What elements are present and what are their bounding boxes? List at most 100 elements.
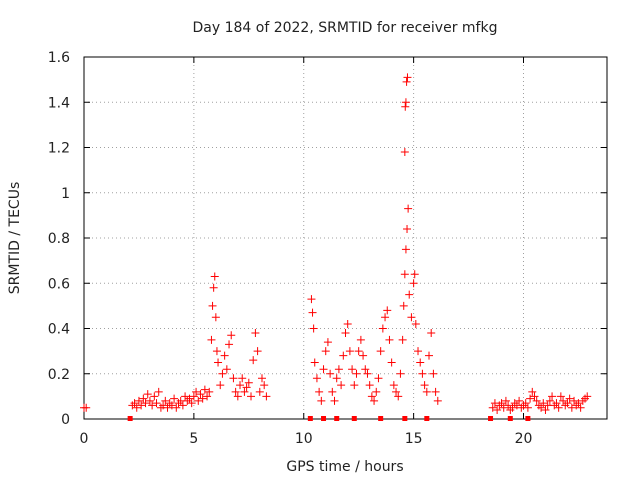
- data-point: [231, 387, 240, 396]
- data-point: [534, 401, 543, 410]
- data-point: [167, 401, 176, 410]
- data-point: [350, 381, 359, 390]
- data-point: [348, 365, 357, 374]
- data-point: [495, 401, 504, 410]
- data-point: [401, 98, 410, 107]
- data-point: [249, 356, 258, 365]
- data-point: [339, 351, 348, 360]
- data-point: [323, 338, 332, 347]
- gap-marker: [525, 416, 531, 421]
- x-tick-label: 0: [80, 431, 89, 447]
- data-point: [352, 369, 361, 378]
- data-point: [583, 392, 592, 401]
- data-point: [310, 358, 319, 367]
- data-point: [532, 396, 541, 405]
- data-point: [141, 399, 150, 408]
- data-point: [504, 401, 513, 410]
- data-point: [330, 396, 339, 405]
- data-point: [398, 335, 407, 344]
- data-point: [383, 306, 392, 315]
- data-point: [552, 399, 561, 408]
- data-point: [515, 396, 524, 405]
- data-point: [128, 401, 137, 410]
- data-point: [396, 369, 405, 378]
- data-point: [409, 279, 418, 288]
- data-point: [425, 351, 434, 360]
- data-point: [229, 374, 238, 383]
- gap-marker: [378, 416, 384, 421]
- data-point: [328, 387, 337, 396]
- gap-marker: [127, 416, 133, 421]
- data-point: [198, 394, 207, 403]
- data-point: [148, 401, 157, 410]
- data-point: [367, 392, 376, 401]
- data-point: [227, 331, 236, 340]
- x-tick-label: 15: [405, 431, 423, 447]
- data-point: [570, 396, 579, 405]
- data-point: [262, 392, 271, 401]
- data-point: [257, 374, 266, 383]
- data-point: [361, 365, 370, 374]
- data-point: [414, 347, 423, 356]
- data-point: [387, 358, 396, 367]
- data-point: [370, 396, 379, 405]
- data-point: [526, 394, 535, 403]
- data-point: [528, 387, 537, 396]
- data-point: [410, 270, 419, 279]
- data-point: [312, 374, 321, 383]
- gap-marker: [307, 416, 313, 421]
- data-point: [354, 347, 363, 356]
- data-point: [403, 73, 412, 82]
- data-point: [233, 392, 242, 401]
- data-point: [225, 340, 234, 349]
- data-point: [210, 272, 219, 281]
- gap-marker: [351, 416, 357, 421]
- data-point: [238, 374, 247, 383]
- data-point: [378, 324, 387, 333]
- data-point: [337, 381, 346, 390]
- x-tick-labels: 0 5 10 15 20: [80, 431, 533, 447]
- data-point: [165, 399, 174, 408]
- data-point: [345, 347, 354, 356]
- data-point: [497, 399, 506, 408]
- data-point: [541, 405, 550, 414]
- y-tick-label: 0.2: [48, 367, 70, 383]
- data-point: [181, 392, 190, 401]
- data-point: [537, 403, 546, 412]
- data-point: [576, 403, 585, 412]
- y-tick-label: 1.2: [48, 141, 70, 157]
- data-point: [139, 394, 148, 403]
- data-point: [359, 351, 368, 360]
- y-tick-label: 0.4: [48, 322, 70, 338]
- data-point: [251, 329, 260, 338]
- data-point: [501, 396, 510, 405]
- data-point: [530, 392, 539, 401]
- data-point: [365, 381, 374, 390]
- data-point: [214, 358, 223, 367]
- data-point: [307, 295, 316, 304]
- data-point: [216, 381, 225, 390]
- data-point: [554, 403, 563, 412]
- data-point: [172, 403, 181, 412]
- data-point: [411, 319, 420, 328]
- data-point: [401, 245, 410, 254]
- data-point: [130, 399, 139, 408]
- x-tick-label: 10: [295, 431, 313, 447]
- data-point: [548, 392, 557, 401]
- data-point: [394, 392, 403, 401]
- data-point: [545, 396, 554, 405]
- data-point: [145, 396, 154, 405]
- data-point: [308, 308, 317, 317]
- data-point: [506, 405, 515, 414]
- data-point: [356, 335, 365, 344]
- data-point: [418, 369, 427, 378]
- y-tick-label: 1: [61, 186, 70, 202]
- data-point: [170, 394, 179, 403]
- data-point: [376, 347, 385, 356]
- data-point: [578, 396, 587, 405]
- data-point: [317, 396, 326, 405]
- data-point: [519, 401, 528, 410]
- data-point: [402, 77, 411, 86]
- data-point: [143, 390, 152, 399]
- data-point: [212, 347, 221, 356]
